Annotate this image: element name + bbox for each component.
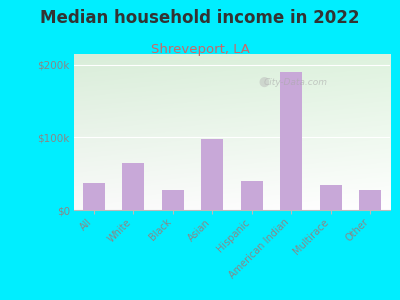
Bar xyxy=(320,184,342,210)
Text: Shreveport, LA: Shreveport, LA xyxy=(150,44,250,56)
Bar xyxy=(359,190,381,210)
Bar xyxy=(122,163,144,210)
Bar xyxy=(280,72,302,210)
Text: Median household income in 2022: Median household income in 2022 xyxy=(40,9,360,27)
Bar xyxy=(83,183,105,210)
Bar xyxy=(162,190,184,210)
Text: City-Data.com: City-Data.com xyxy=(263,78,327,87)
Bar xyxy=(201,139,223,210)
Text: ⬤: ⬤ xyxy=(258,77,269,87)
Bar xyxy=(241,181,263,210)
